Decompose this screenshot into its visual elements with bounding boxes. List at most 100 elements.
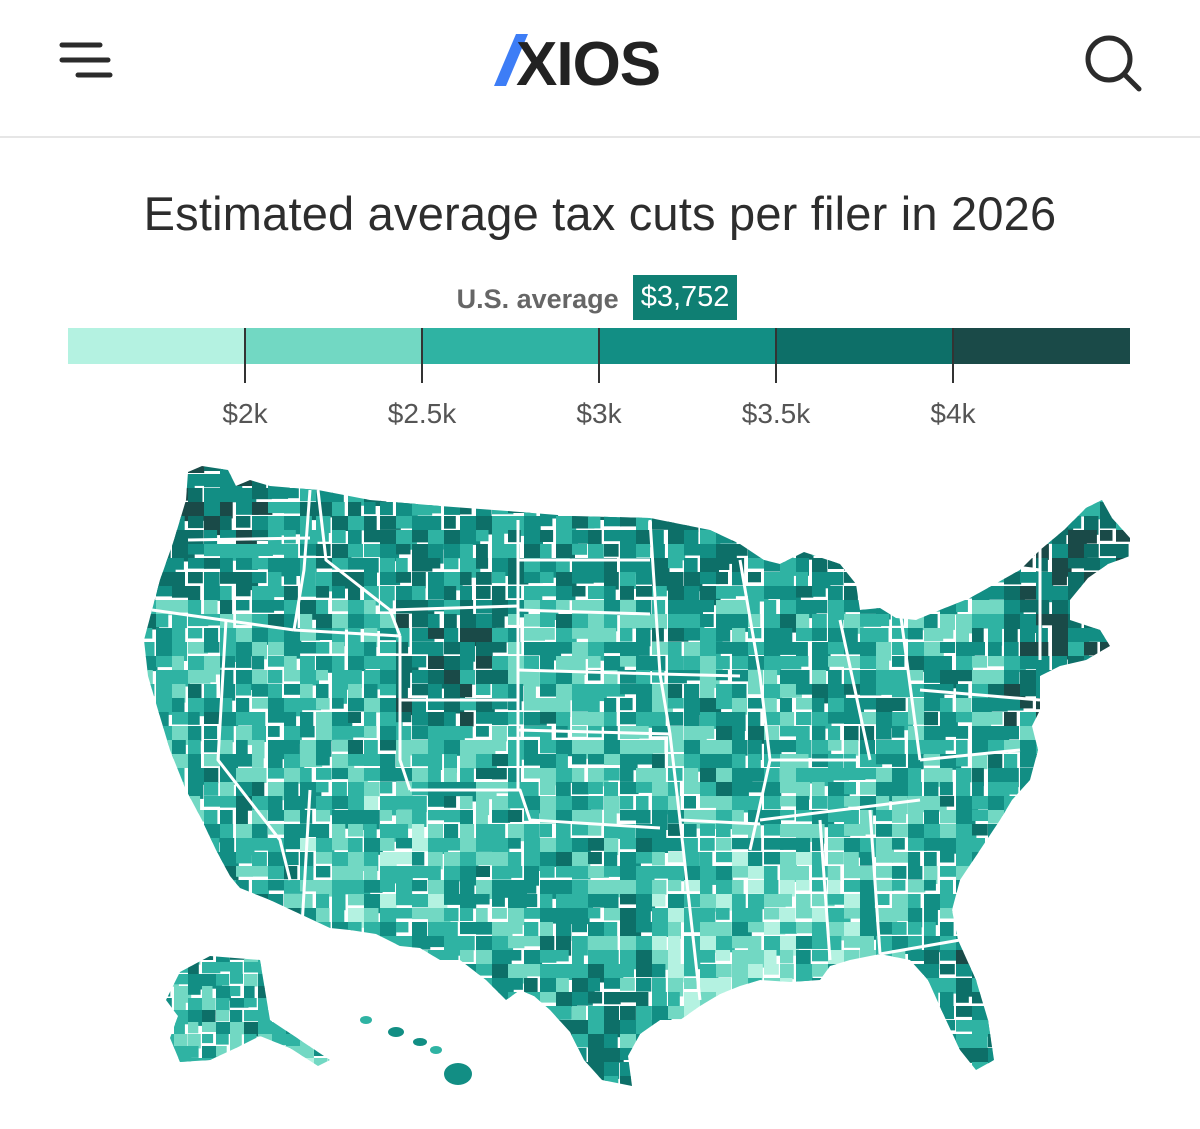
county-cell [412,964,431,983]
menu-button[interactable] [56,34,120,90]
county-cell [460,838,479,855]
county-cell [556,768,576,783]
county-cell [1132,852,1150,870]
county-cell [956,1034,973,1050]
county-cell [988,698,1008,712]
county-cell [460,572,472,586]
county-cell [844,726,859,741]
county-cell [476,684,491,695]
county-cell [844,894,863,912]
county-cell [940,922,954,941]
county-cell [828,1020,842,1040]
county-cell [732,1006,754,1018]
county-cell [860,866,876,883]
axios-logo[interactable]: XIOS [492,28,712,99]
county-cell [1020,894,1035,905]
county-cell [796,936,813,949]
county-cell [732,866,754,878]
county-cell [1020,544,1035,556]
county-cell [476,1006,494,1020]
county-cell [988,936,1004,949]
county-cell [492,782,514,794]
county-cell [940,466,953,471]
county-cell [460,978,483,993]
county-cell [860,488,880,504]
county-cell [988,628,1003,646]
county-cell [172,908,187,927]
county-cell [604,642,622,654]
county-cell [956,1048,974,1063]
county-cell [252,628,274,645]
county-cell [652,880,667,895]
county-cell [604,684,625,697]
county-cell [540,642,562,661]
county-cell [908,866,923,880]
county-cell [524,992,541,1009]
county-cell [284,684,307,695]
county-cell [348,1090,368,1100]
county-cell [316,964,333,981]
county-cell [1036,782,1049,796]
county-cell [1116,614,1130,632]
county-cell [1132,908,1150,926]
county-cell [492,1048,510,1061]
menu-icon [59,42,113,78]
county-cell [1068,586,1088,603]
county-cell [508,726,521,737]
county-cell [156,488,176,502]
county-cell [988,642,1002,661]
county-cell [268,1048,291,1059]
county-cell [748,1090,768,1100]
hawaii-island [413,1038,427,1046]
county-cell [284,1076,296,1086]
county-cell [268,908,283,923]
county-cell [220,488,238,503]
county-cell [412,642,432,655]
county-cell [620,992,642,1003]
county-cell [332,908,345,925]
county-cell [1100,978,1119,992]
county-cell [716,726,733,741]
county-cell [300,544,319,556]
county-cell [732,1020,754,1040]
county-cell [380,894,397,909]
county-cell [684,978,697,989]
county-cell [476,1020,498,1036]
county-cell [284,726,302,744]
county-cell [1020,502,1035,515]
county-cell [348,796,365,815]
county-cell [284,698,303,717]
county-cell [348,726,366,738]
county-cell [1084,894,1098,907]
county-cell [328,1058,330,1066]
county-cell [556,950,569,962]
county-cell [314,962,330,980]
search-button[interactable] [1080,30,1146,96]
county-cell [1116,1090,1134,1100]
state-boundary [398,636,412,791]
county-cell [988,544,1005,560]
county-cell [1116,558,1130,573]
county-cell [1036,936,1051,952]
county-cell [780,922,797,934]
county-cell [588,936,610,955]
county-cell [860,516,878,535]
county-cell [460,544,473,559]
county-cell [1116,782,1130,800]
county-cell [732,768,753,783]
county-cell [284,922,300,937]
county-cell [684,684,700,700]
county-cell [144,964,154,975]
county-cell [572,754,587,765]
county-cell [412,544,432,561]
county-cell [748,992,768,1006]
county-cell [156,838,174,855]
county-cell [252,796,272,811]
county-cell [796,1020,810,1036]
county-cell [1116,992,1130,1005]
county-cell [572,1048,587,1066]
county-cell [972,782,984,799]
county-cell [1052,992,1075,1005]
county-cell [204,936,220,951]
county-cell [988,964,1010,977]
